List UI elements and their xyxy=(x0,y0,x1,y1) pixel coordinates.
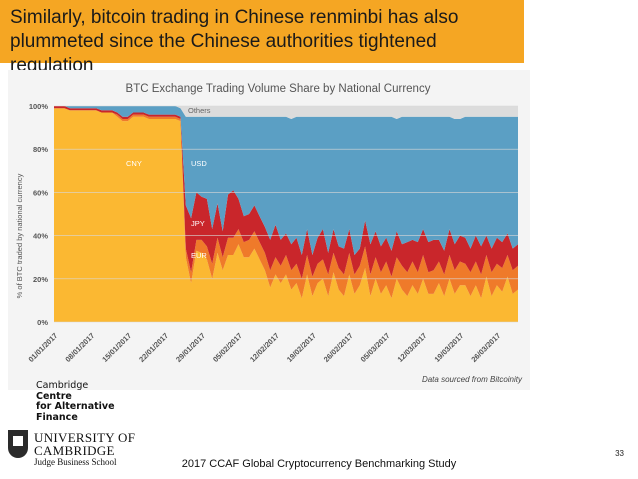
university-line-3: Judge Business School xyxy=(34,457,117,467)
x-tick-labels: 01/01/2017 08/01/2017 15/01/2017 22/01/2017… xyxy=(27,331,503,364)
area-chart: BTC Exchange Trading Volume Share by Nat… xyxy=(15,83,523,384)
y-tick-label: 60% xyxy=(33,188,48,197)
logo-line-4: Finance xyxy=(36,411,78,423)
x-tick-label: 12/03/2017 xyxy=(396,331,429,364)
x-tick-label: 08/01/2017 xyxy=(63,331,96,364)
logo-line-1: Cambridge xyxy=(36,380,89,391)
area-series-group xyxy=(54,106,518,322)
y-tick-label: 40% xyxy=(33,232,48,241)
university-logo: UNIVERSITY OF CAMBRIDGE Judge Business S… xyxy=(8,430,138,470)
y-axis-label: % of BTC traded by national currency xyxy=(15,173,24,298)
y-tick-label: 20% xyxy=(33,275,48,284)
area-jpy xyxy=(54,106,518,279)
title-bar: Similarly, bitcoin trading in Chinese re… xyxy=(0,0,524,76)
chart-panel: BTC Exchange Trading Volume Share by Nat… xyxy=(8,70,530,390)
area-label-eur: EUR xyxy=(191,251,207,260)
logo-line-3: for Alternative xyxy=(36,401,115,412)
area-label-usd: USD xyxy=(191,159,207,168)
x-tick-label: 19/02/2017 xyxy=(285,331,318,364)
page-number: 33 xyxy=(615,449,624,458)
area-eur xyxy=(54,108,518,299)
ccaf-logo: Cambridge Centre for Alternative Finance xyxy=(36,380,115,423)
x-tick-label: 22/01/2017 xyxy=(137,331,170,364)
y-tick-label: 80% xyxy=(33,145,48,154)
university-line-2: CAMBRIDGE xyxy=(34,443,115,458)
slide-title: Similarly, bitcoin trading in Chinese re… xyxy=(10,7,459,76)
crest-icon xyxy=(8,430,28,458)
area-labels: CNY USD JPY EUR Others xyxy=(126,106,211,260)
x-tick-label: 05/03/2017 xyxy=(359,331,392,364)
source-note: Data sourced from Bitcoinity xyxy=(422,375,523,384)
area-label-others: Others xyxy=(188,106,211,115)
area-label-jpy: JPY xyxy=(191,219,205,228)
area-cny xyxy=(54,108,518,322)
chart-title: BTC Exchange Trading Volume Share by Nat… xyxy=(126,83,431,95)
area-usd xyxy=(54,106,518,255)
slide-footer: 2017 CCAF Global Cryptocurrency Benchmar… xyxy=(181,458,457,470)
x-tick-label: 15/01/2017 xyxy=(100,331,133,364)
university-line-1: UNIVERSITY OF xyxy=(34,430,136,445)
x-tick-label: 12/02/2017 xyxy=(248,331,281,364)
x-tick-label: 19/03/2017 xyxy=(433,331,466,364)
x-tick-label: 26/03/2017 xyxy=(469,331,502,364)
x-tick-label: 26/02/2017 xyxy=(322,331,355,364)
y-tick-label: 100% xyxy=(29,102,49,111)
area-label-cny: CNY xyxy=(126,159,142,168)
y-tick-label: 0% xyxy=(37,318,48,327)
x-tick-label: 05/02/2017 xyxy=(211,331,244,364)
x-tick-label: 01/01/2017 xyxy=(27,331,60,364)
area-others xyxy=(54,106,518,119)
x-tick-label: 29/01/2017 xyxy=(174,331,207,364)
logo-line-2: Centre xyxy=(36,390,72,402)
y-tick-labels: 0% 20% 40% 60% 80% 100% xyxy=(29,102,518,327)
